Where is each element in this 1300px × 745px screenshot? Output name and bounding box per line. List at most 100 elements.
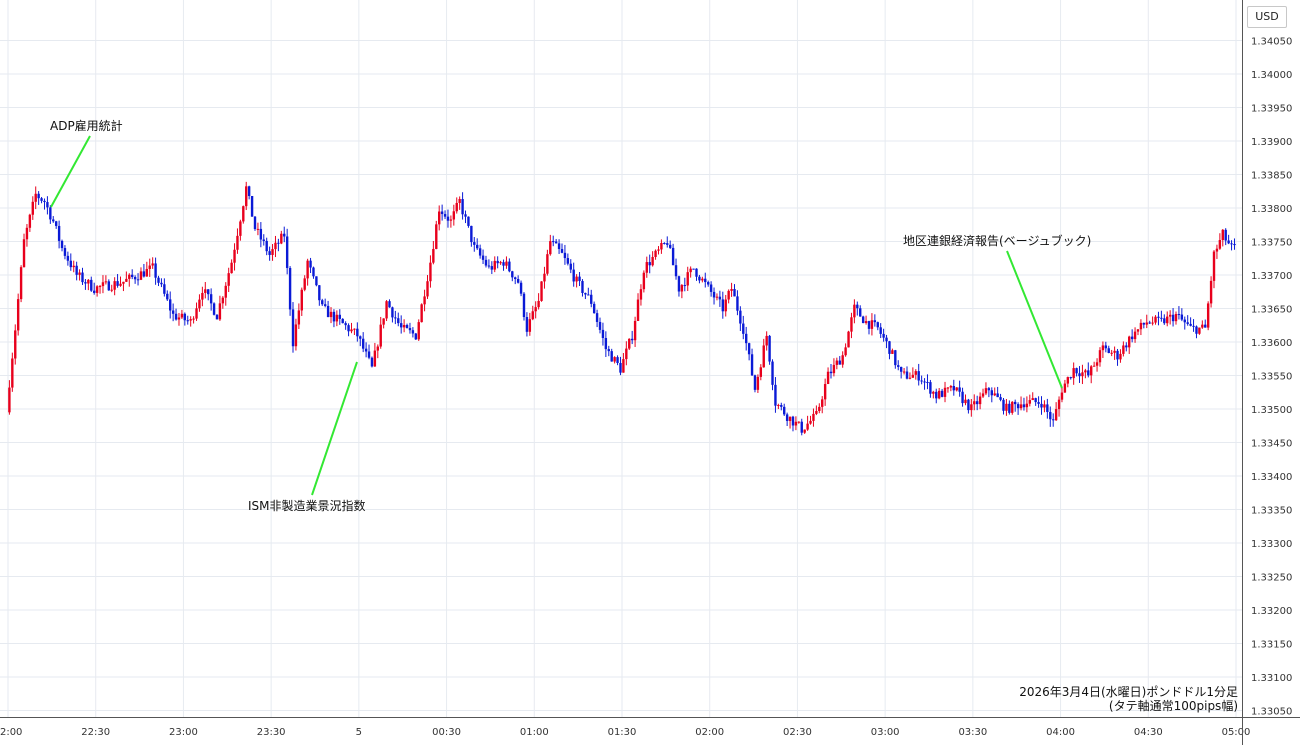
- candle-body: [850, 317, 853, 332]
- candle-body: [148, 265, 151, 269]
- candle-body: [452, 211, 456, 220]
- candle-body: [233, 249, 236, 263]
- candle-body: [16, 299, 20, 331]
- candle-body: [224, 285, 227, 298]
- candle-body: [715, 296, 719, 298]
- candle-body: [935, 391, 938, 399]
- candle-body: [329, 311, 333, 318]
- candle-body: [885, 337, 888, 342]
- candle-body: [554, 241, 558, 244]
- candle-body: [262, 239, 265, 241]
- candle-body: [648, 262, 651, 266]
- candle-body: [11, 358, 14, 388]
- candle-body: [566, 258, 570, 264]
- candle-body: [487, 265, 491, 267]
- candle-body: [125, 278, 128, 282]
- candle-body: [961, 391, 964, 404]
- candle-body: [122, 281, 125, 284]
- x-tick-label: 03:00: [871, 727, 900, 738]
- candle-body: [958, 387, 961, 392]
- candle-body: [943, 387, 947, 397]
- candle-body: [973, 401, 976, 405]
- candle-body: [791, 416, 795, 426]
- candle-body: [572, 269, 575, 282]
- candle-body: [119, 283, 122, 286]
- candle-body: [359, 336, 362, 339]
- candle-body: [405, 324, 409, 329]
- candle-body: [399, 323, 403, 328]
- candle-body: [1016, 404, 1020, 409]
- candle-body: [259, 228, 263, 240]
- candle-body: [996, 393, 999, 398]
- candle-body: [908, 377, 912, 379]
- x-tick-label: 02:00: [695, 727, 724, 738]
- candle-body: [663, 243, 666, 245]
- candle-body: [1218, 240, 1222, 249]
- candle-body: [207, 289, 210, 295]
- candle-body: [98, 286, 102, 288]
- y-tick-label: 1.33650: [1251, 305, 1292, 316]
- candle-body: [993, 393, 996, 396]
- candle-body: [528, 319, 532, 332]
- candle-body: [1154, 316, 1157, 323]
- candle-body: [1072, 368, 1075, 379]
- candle-body: [72, 265, 75, 268]
- candle-body: [642, 272, 646, 290]
- candle-body: [31, 201, 34, 215]
- candle-body: [911, 374, 915, 378]
- candle-body: [1128, 336, 1131, 348]
- candle-body: [306, 260, 309, 279]
- candle-body: [1092, 365, 1096, 367]
- candle-body: [171, 310, 175, 314]
- candle-body: [350, 329, 353, 332]
- y-tick-label: 1.33850: [1251, 171, 1292, 182]
- candle-body: [1230, 243, 1233, 245]
- candle-body: [493, 260, 496, 270]
- candle-body: [277, 242, 280, 244]
- candle-body: [832, 364, 836, 374]
- candle-body: [706, 282, 710, 285]
- candle-body: [455, 202, 458, 212]
- candle-body: [1098, 350, 1102, 363]
- candle-body: [695, 268, 698, 277]
- candle-body: [90, 279, 93, 291]
- candle-body: [1049, 411, 1052, 420]
- y-tick-label: 1.33500: [1251, 405, 1292, 416]
- candle-body: [57, 225, 61, 241]
- candle-body: [151, 263, 154, 266]
- candle-body: [1013, 401, 1017, 405]
- candle-body: [326, 305, 330, 318]
- y-tick-label: 1.34050: [1251, 37, 1292, 48]
- candle-body: [651, 256, 654, 266]
- candle-body: [698, 276, 701, 281]
- candle-body: [584, 292, 587, 295]
- candle-body: [937, 390, 941, 399]
- candle-body: [288, 267, 292, 310]
- candle-body: [610, 351, 613, 362]
- grid-layer: [0, 0, 1242, 717]
- candle-body: [75, 265, 78, 275]
- candle-body: [253, 216, 257, 230]
- candle-body: [443, 214, 447, 217]
- candle-body: [461, 199, 464, 215]
- currency-badge[interactable]: USD: [1247, 6, 1287, 28]
- candle-body: [788, 416, 792, 421]
- candle-body: [750, 354, 754, 376]
- candle-body: [1177, 314, 1181, 316]
- candle-body: [1215, 248, 1219, 252]
- candle-body: [227, 273, 230, 286]
- candle-body: [1090, 366, 1093, 376]
- candle-body: [1031, 398, 1034, 401]
- candle-body: [829, 371, 833, 374]
- candle-body: [239, 221, 242, 236]
- candle-body: [1157, 316, 1160, 318]
- candle-body: [236, 235, 239, 250]
- candle-body: [783, 406, 786, 415]
- candle-body: [198, 299, 201, 309]
- candle-body: [1212, 251, 1216, 281]
- candle-body: [40, 198, 43, 201]
- candle-body: [888, 341, 891, 354]
- candle-body: [712, 291, 716, 298]
- candle-body: [844, 347, 847, 356]
